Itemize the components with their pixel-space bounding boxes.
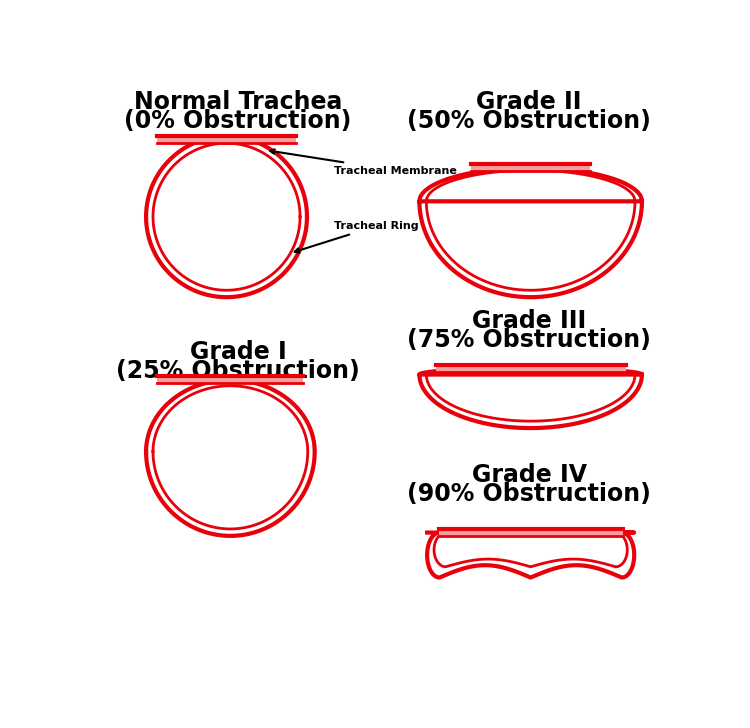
Text: Grade IV: Grade IV xyxy=(472,463,586,487)
Text: Normal Trachea: Normal Trachea xyxy=(134,90,342,114)
Text: (25% Obstruction): (25% Obstruction) xyxy=(116,359,360,383)
Text: Tracheal Ring: Tracheal Ring xyxy=(295,221,419,253)
Text: (75% Obstruction): (75% Obstruction) xyxy=(407,328,651,352)
Text: Grade II: Grade II xyxy=(476,90,582,114)
Polygon shape xyxy=(436,365,626,371)
Text: (0% Obstruction): (0% Obstruction) xyxy=(124,109,352,133)
Text: (50% Obstruction): (50% Obstruction) xyxy=(407,109,651,133)
Text: (90% Obstruction): (90% Obstruction) xyxy=(407,483,651,507)
Text: Tracheal Membrane: Tracheal Membrane xyxy=(270,149,458,175)
Polygon shape xyxy=(439,529,622,536)
Text: Grade III: Grade III xyxy=(472,309,586,333)
Polygon shape xyxy=(158,376,304,384)
Polygon shape xyxy=(157,136,296,143)
Polygon shape xyxy=(472,165,590,171)
Text: Grade I: Grade I xyxy=(190,340,286,364)
